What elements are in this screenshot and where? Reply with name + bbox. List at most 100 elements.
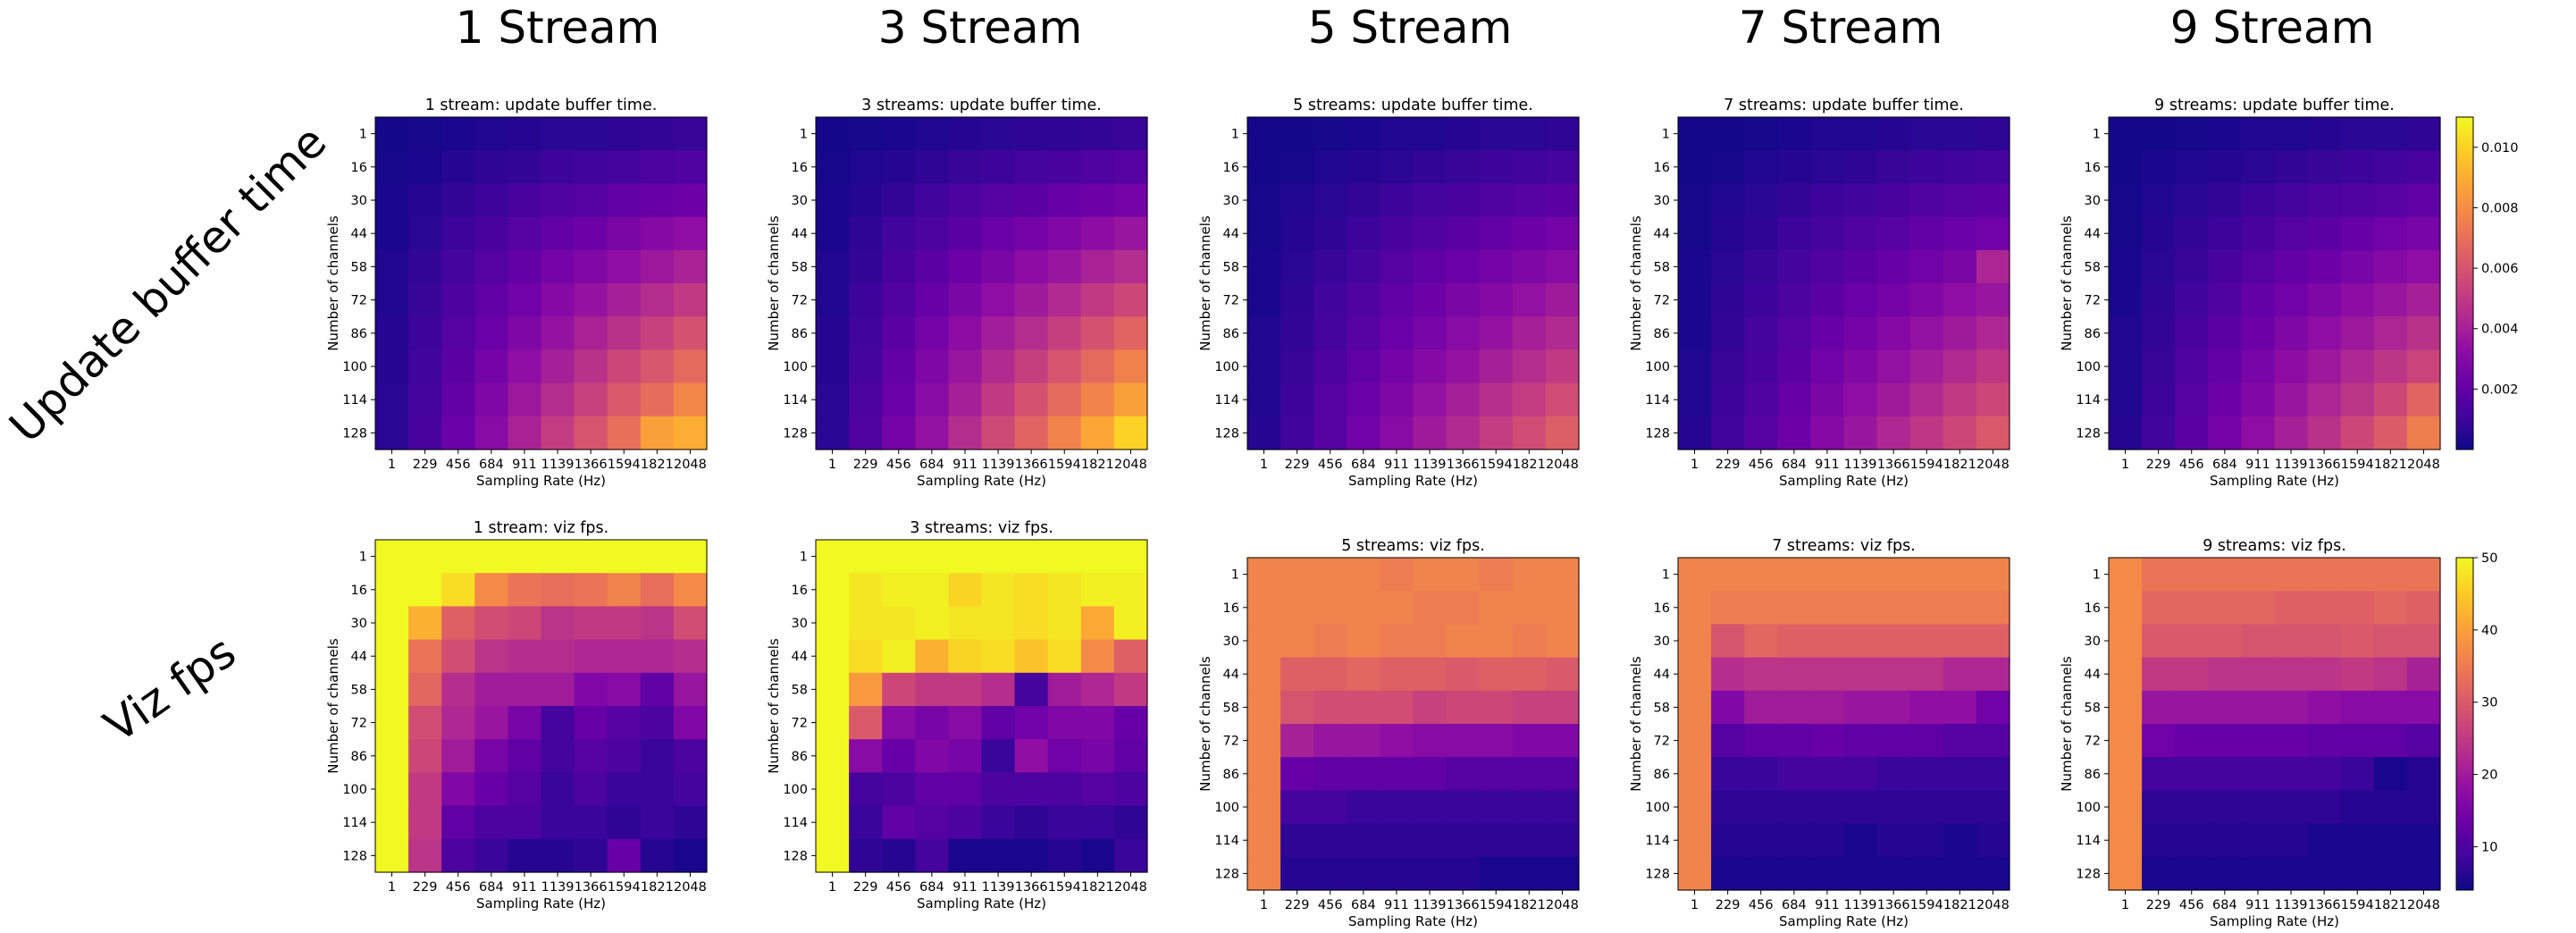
heatmap-cell xyxy=(882,672,916,707)
heatmap-cell xyxy=(1479,216,1514,251)
heatmap-cell xyxy=(1380,757,1414,791)
x-tick-label: 1 xyxy=(388,458,396,472)
heatmap-cell xyxy=(607,150,642,184)
heatmap-cell xyxy=(1744,591,1778,625)
heatmap-cell xyxy=(1777,823,1811,858)
heatmap-cell xyxy=(1280,558,1314,592)
heatmap-cell xyxy=(1909,150,1944,184)
heatmap-cell xyxy=(1678,382,1712,417)
heatmap-cell xyxy=(574,382,608,417)
x-tick-label: 1594 xyxy=(608,880,641,895)
y-tick-label: 16 xyxy=(2085,161,2101,175)
heatmap-cell xyxy=(1909,757,1944,791)
heatmap-cell xyxy=(1347,316,1380,350)
heatmap-cell xyxy=(673,416,708,450)
heatmap-cell xyxy=(1777,382,1811,417)
heatmap-cell xyxy=(2241,624,2276,659)
heatmap-cell xyxy=(1047,416,1082,450)
heatmap-cell xyxy=(1479,724,1514,758)
heatmap-cell xyxy=(1014,382,1049,417)
heatmap-cell xyxy=(816,540,850,574)
heatmap-cell xyxy=(574,183,608,218)
heatmap-cell xyxy=(1113,606,1148,641)
heatmap-cell xyxy=(2208,624,2242,659)
x-tick-label: 2048 xyxy=(2407,898,2440,912)
heatmap-cell xyxy=(1843,382,1878,417)
heatmap-cell xyxy=(882,382,916,417)
x-tick-label: 229 xyxy=(413,880,438,895)
x-tick-label: 1 xyxy=(1691,898,1699,912)
heatmap-cell xyxy=(1942,249,1977,284)
heatmap-cell xyxy=(2175,216,2209,251)
heatmap-cell xyxy=(1446,249,1481,284)
heatmap-cell xyxy=(1512,382,1547,417)
heatmap-cell xyxy=(1843,690,1878,725)
heatmap-cell xyxy=(816,117,850,151)
heatmap-cell xyxy=(1810,316,1845,350)
x-tick-label: 456 xyxy=(886,880,911,895)
heatmap-cell xyxy=(2208,382,2242,417)
colorbar: 10 20 30 40 50 xyxy=(2455,551,2497,891)
heatmap-cell xyxy=(2109,249,2143,284)
heatmap-cell xyxy=(2175,416,2209,450)
x-tick-label: 911 xyxy=(952,458,978,472)
heatmap-cell xyxy=(474,316,508,350)
heatmap-cell xyxy=(2406,690,2441,725)
heatmap-cell xyxy=(1047,216,1082,251)
heatmap-cell xyxy=(2109,216,2143,251)
heatmap-cell xyxy=(1744,690,1778,725)
heatmap-cell xyxy=(1113,150,1148,184)
heatmap-cell xyxy=(541,540,575,574)
heatmap-cell xyxy=(2406,316,2441,350)
heatmap-cell xyxy=(1810,856,1845,891)
heatmap-cell xyxy=(2406,150,2441,184)
heatmap-cell xyxy=(1711,216,1745,251)
y-tick-label: 86 xyxy=(2085,768,2101,782)
heatmap-cell xyxy=(1711,823,1745,858)
heatmap-cell xyxy=(2175,823,2209,858)
x-tick-label: 1594 xyxy=(1480,458,1513,472)
x-tick-label: 1366 xyxy=(1877,458,1910,472)
heatmap-cell xyxy=(849,540,883,574)
y-tick-label: 72 xyxy=(351,294,367,308)
heatmap-cell xyxy=(882,573,916,607)
heatmap-cell xyxy=(508,117,542,151)
heatmap-cell xyxy=(2274,283,2309,317)
heatmap-cell xyxy=(2175,316,2209,350)
heatmap-cell xyxy=(2241,349,2276,384)
heatmap-cell xyxy=(1413,416,1447,450)
heatmap-cell xyxy=(1380,591,1414,625)
heatmap-cell xyxy=(1843,117,1878,151)
heatmap-cell xyxy=(1380,249,1414,284)
heatmap-cell xyxy=(2340,856,2375,891)
heatmap-cell xyxy=(574,639,608,674)
heatmap-cell xyxy=(441,349,475,384)
heatmap-cell xyxy=(1942,724,1977,758)
heatmap-cell xyxy=(541,216,575,251)
y-axis-label: Number of channels xyxy=(325,638,341,774)
y-tick-label: 100 xyxy=(1214,801,1239,815)
heatmap-cell xyxy=(849,316,883,350)
heatmap-cell xyxy=(2142,349,2176,384)
heatmap-cell xyxy=(1942,183,1977,218)
heatmap-cell xyxy=(2142,316,2176,350)
heatmap-cell xyxy=(1744,823,1778,858)
heatmap-cell xyxy=(508,249,542,284)
x-tick-label: 1366 xyxy=(2308,898,2341,912)
heatmap-cell xyxy=(1876,382,1911,417)
x-tick-label: 2048 xyxy=(1546,898,1579,912)
panel-title: 7 streams: viz fps. xyxy=(1772,537,1916,555)
heatmap-cell xyxy=(1976,316,2010,350)
heatmap-cell xyxy=(1347,150,1380,184)
heatmap-cell xyxy=(1047,382,1082,417)
heatmap-cell xyxy=(2373,856,2408,891)
heatmap-cell xyxy=(1247,117,1281,151)
heatmap-cell xyxy=(1479,382,1514,417)
heatmap-cell xyxy=(673,183,708,218)
colorbar-tick-label: 20 xyxy=(2481,769,2497,783)
heatmap-cell xyxy=(375,540,409,574)
heatmap-cell xyxy=(1380,558,1414,592)
heatmap-cell xyxy=(640,349,675,384)
heatmap-cell xyxy=(2142,382,2176,417)
heatmap-cell xyxy=(948,606,983,641)
